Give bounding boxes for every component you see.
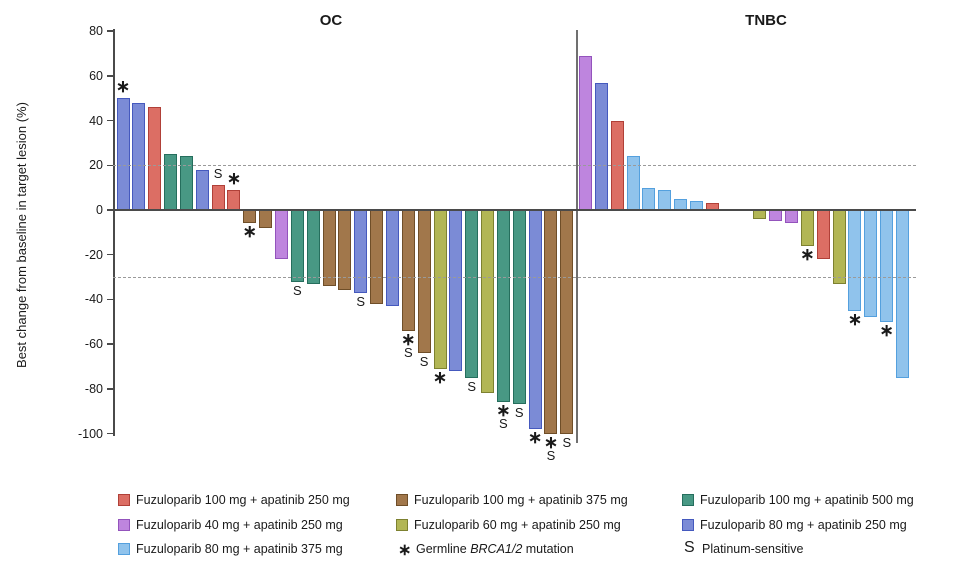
y-tick-label: -100 bbox=[77, 426, 103, 441]
brca-mutation-flag: ∗ bbox=[496, 401, 511, 421]
legend-label-text: Platinum-sensitive bbox=[702, 542, 804, 556]
platinum-sensitive-flag: S bbox=[499, 416, 508, 432]
brca-mutation-flag: ∗ bbox=[242, 222, 257, 242]
brca-mutation-flag: ∗ bbox=[879, 320, 894, 340]
panel-separator bbox=[576, 30, 578, 443]
legend-label: Germline BRCA1/2 mutation bbox=[416, 542, 574, 557]
legend-label: Fuzuloparib 100 mg + apatinib 375 mg bbox=[414, 493, 628, 507]
y-tick-label: 60 bbox=[89, 68, 103, 83]
legend-label: Fuzuloparib 80 mg + apatinib 375 mg bbox=[136, 542, 343, 556]
brca-mutation-flag: ∗ bbox=[401, 329, 416, 349]
panel-title-tnbc: TNBC bbox=[745, 12, 787, 29]
y-tick-label: -60 bbox=[84, 337, 103, 352]
y-tick-label: -20 bbox=[84, 247, 103, 262]
y-tick-mark bbox=[107, 253, 113, 256]
reference-line bbox=[113, 165, 916, 167]
legend-label: Fuzuloparib 60 mg + apatinib 250 mg bbox=[414, 517, 621, 532]
legend-label: Platinum-sensitive bbox=[702, 542, 803, 557]
platinum-sensitive-flag: S bbox=[403, 344, 413, 360]
reference-line bbox=[113, 277, 916, 279]
brca-mutation-flag: ∗ bbox=[432, 367, 448, 387]
brca-mutation-flag: ∗ bbox=[115, 77, 131, 97]
y-tick-mark bbox=[107, 209, 113, 211]
legend-label: Fuzuloparib 100 mg + apatinib 500 mg bbox=[700, 493, 914, 507]
y-tick-mark bbox=[107, 343, 113, 345]
y-tick-label: 40 bbox=[89, 113, 103, 128]
platinum-sensitive-flag: S bbox=[514, 405, 524, 421]
y-tick-mark bbox=[107, 30, 113, 32]
platinum-sensitive-flag: S bbox=[467, 378, 477, 394]
legend-swatch bbox=[118, 543, 130, 555]
platinum-sensitive-symbol: S bbox=[684, 539, 695, 556]
legend-label: Fuzuloparib 100 mg + apatinib 250 mg bbox=[136, 493, 350, 507]
legend-label-text: Germline bbox=[416, 542, 471, 556]
brca-mutation-flag: ∗ bbox=[847, 309, 863, 329]
platinum-sensitive-flag: S bbox=[562, 434, 572, 450]
brca-mutation-flag: ∗ bbox=[527, 428, 543, 448]
y-tick-mark bbox=[107, 388, 113, 390]
platinum-sensitive-flag: S bbox=[546, 447, 556, 463]
legend-label-text: mutation bbox=[522, 542, 574, 556]
platinum-sensitive-flag: S bbox=[356, 293, 366, 309]
zero-baseline bbox=[113, 209, 916, 211]
legend-swatch bbox=[118, 518, 130, 531]
y-tick-label: 0 bbox=[96, 203, 103, 217]
y-tick-label: 80 bbox=[89, 24, 103, 39]
y-tick-label: -40 bbox=[84, 292, 103, 307]
y-tick-mark bbox=[107, 75, 113, 77]
brca-mutation-flag: ∗ bbox=[226, 168, 242, 188]
legend-swatch bbox=[682, 494, 694, 506]
platinum-sensitive-flag: S bbox=[213, 166, 223, 182]
y-tick-mark bbox=[107, 119, 113, 122]
legend-label-text: BRCA1/2 bbox=[470, 542, 523, 556]
y-tick-mark bbox=[107, 432, 113, 435]
platinum-sensitive-flag: S bbox=[419, 354, 429, 370]
legend-swatch bbox=[396, 518, 408, 531]
y-axis-line bbox=[113, 29, 115, 436]
y-tick-label: 20 bbox=[89, 158, 103, 173]
legend-swatch bbox=[682, 518, 694, 531]
y-tick-mark bbox=[107, 164, 113, 167]
y-tick-mark bbox=[107, 298, 113, 301]
legend-swatch bbox=[396, 494, 408, 506]
legend-label: Fuzuloparib 40 mg + apatinib 250 mg bbox=[136, 517, 343, 532]
legend-label: Fuzuloparib 80 mg + apatinib 250 mg bbox=[700, 517, 907, 532]
brca-mutation-symbol: ∗ bbox=[398, 542, 412, 559]
legend-swatch bbox=[118, 494, 130, 506]
platinum-sensitive-flag: S bbox=[293, 282, 302, 298]
brca-mutation-flag: ∗ bbox=[543, 432, 559, 452]
panel-title-oc: OC bbox=[319, 12, 343, 29]
y-tick-label: -80 bbox=[84, 381, 103, 396]
brca-mutation-flag: ∗ bbox=[800, 244, 815, 264]
